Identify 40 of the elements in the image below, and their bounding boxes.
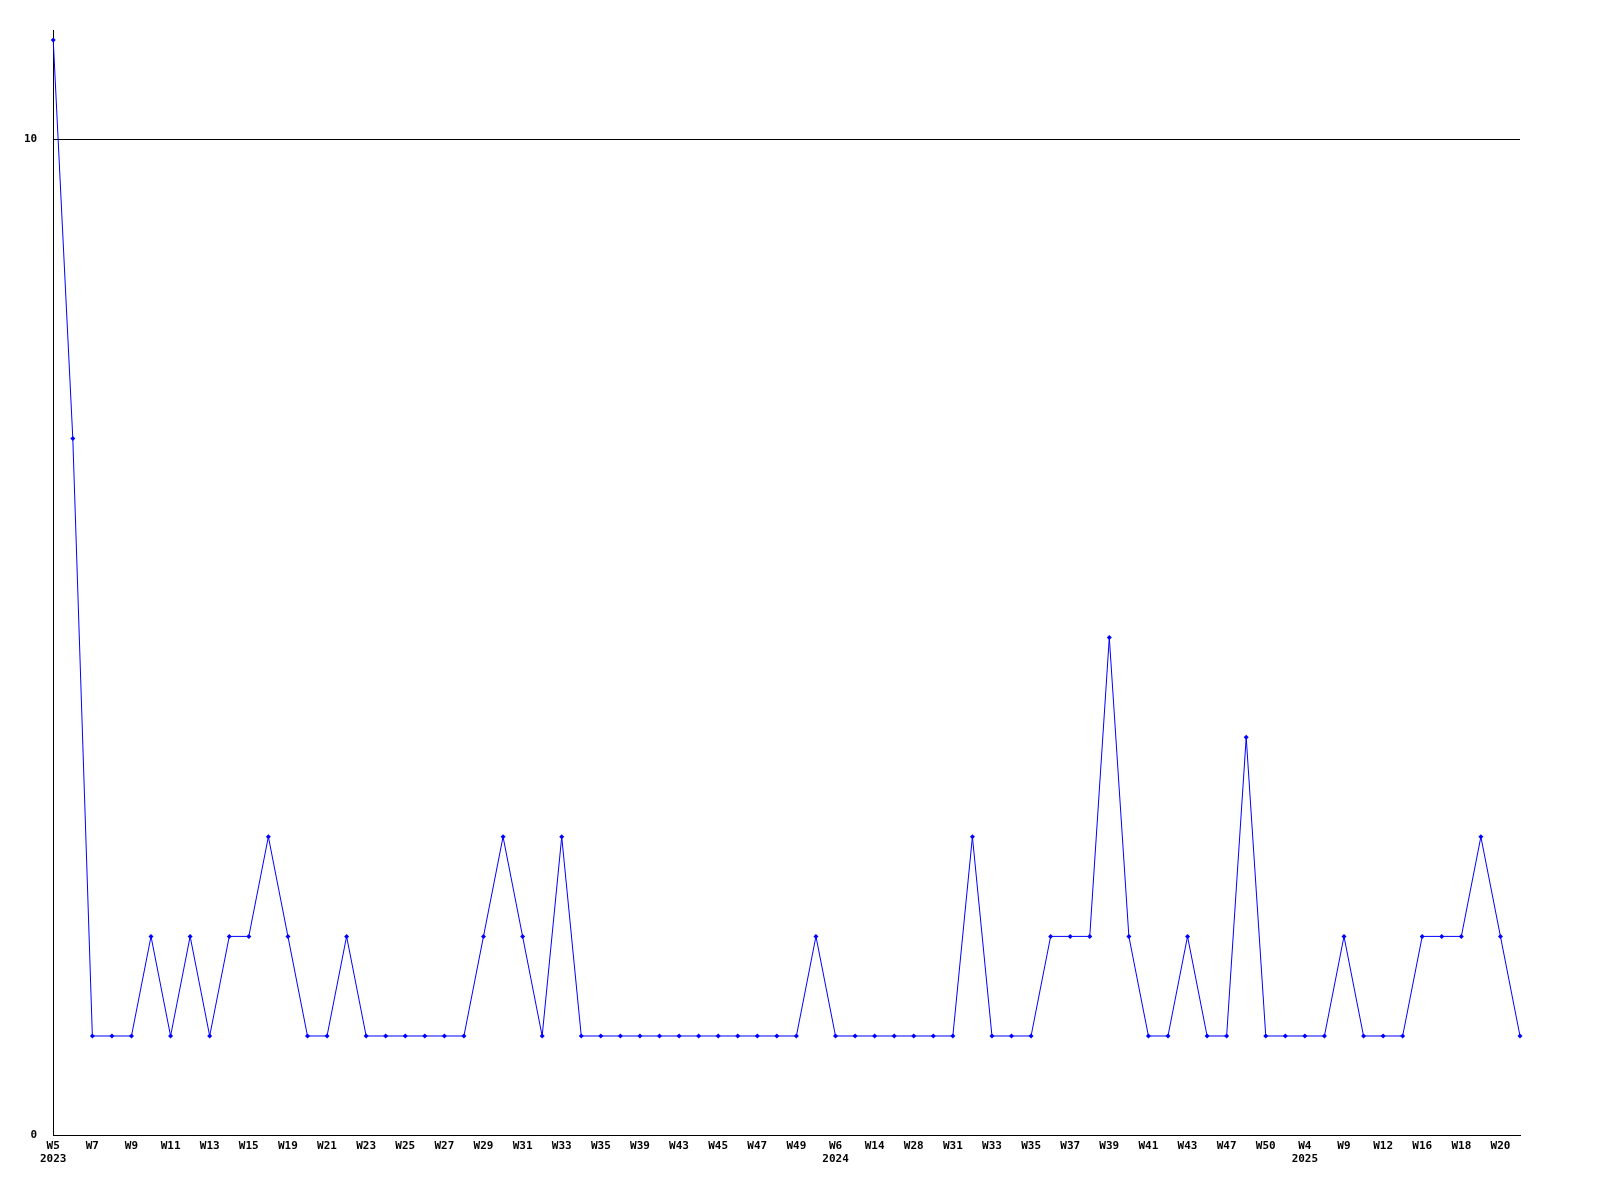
x-tick-label: W14 <box>864 1139 885 1153</box>
x-tick-label: W29 <box>473 1139 494 1153</box>
x-tick-label: W27 <box>434 1139 455 1153</box>
x-tick-label: W6 2024 <box>822 1139 850 1166</box>
x-tick-label: W28 <box>903 1139 924 1153</box>
x-tick-label: W39 <box>630 1139 650 1153</box>
x-tick-label: W33 <box>551 1139 572 1153</box>
x-tick-label: W43 <box>1177 1139 1198 1153</box>
x-tick-label: W11 <box>160 1139 181 1153</box>
x-tick-label: W12 <box>1373 1139 1394 1153</box>
x-tick-label: W45 <box>708 1139 729 1153</box>
x-tick-label: W25 <box>395 1139 416 1153</box>
x-tick-label: W5 2023 <box>40 1139 67 1166</box>
x-tick-label: W19 <box>277 1139 298 1153</box>
x-tick-label: W35 <box>590 1139 611 1153</box>
x-tick-label: W13 <box>199 1139 220 1153</box>
x-tick-label: W9 <box>124 1139 139 1153</box>
x-tick-label: W20 <box>1490 1139 1511 1153</box>
x-tick-label: W37 <box>1060 1139 1081 1153</box>
y-tick-label: 0 <box>30 1128 38 1142</box>
x-tick-label: W41 <box>1138 1139 1159 1153</box>
x-tick-label: W23 <box>356 1139 377 1153</box>
x-tick-label: W21 <box>317 1139 338 1153</box>
x-tick-label: W47 <box>747 1139 768 1153</box>
x-tick-label: W35 <box>1021 1139 1042 1153</box>
x-tick-label: W4 2025 <box>1291 1139 1319 1166</box>
x-tick-label: W18 <box>1451 1139 1472 1153</box>
x-tick-label: W50 <box>1255 1139 1276 1153</box>
x-tick-label: W33 <box>982 1139 1002 1153</box>
x-tick-label: W9 <box>1337 1139 1351 1153</box>
x-tick-label: W43 <box>669 1139 689 1153</box>
x-tick-label: W39 <box>1099 1139 1120 1153</box>
x-tick-label: W15 <box>238 1139 259 1153</box>
x-tick-label: W31 <box>512 1139 533 1153</box>
y-tick-label: 10 <box>24 132 38 146</box>
x-tick-label: W31 <box>942 1139 964 1153</box>
x-tick-label: W7 <box>85 1139 99 1153</box>
x-tick-label: W16 <box>1412 1139 1433 1153</box>
x-tick-label: W49 <box>786 1139 807 1153</box>
x-tick-label: W47 <box>1216 1139 1237 1153</box>
